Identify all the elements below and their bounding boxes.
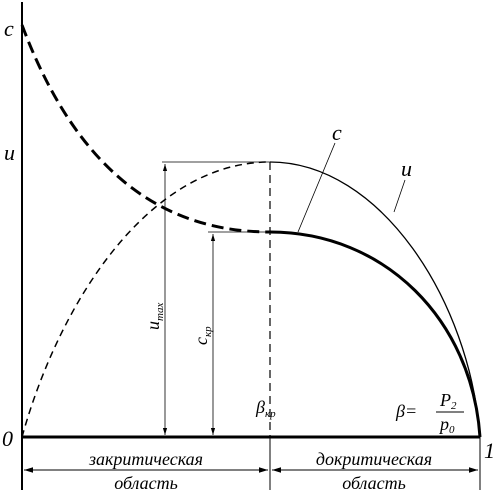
region-word: область — [342, 473, 406, 493]
beta-numerator: P2 — [439, 390, 457, 412]
u-max-label: umax — [143, 303, 166, 330]
axis-label: 1 — [484, 438, 495, 463]
curve-label: c — [332, 120, 342, 145]
region-name: докритическая — [316, 449, 432, 469]
region-word: область — [114, 473, 178, 493]
axis-label: c — [4, 16, 14, 41]
beta-critical: βкр — [255, 397, 276, 420]
beta-denominator: p0 — [438, 414, 455, 436]
axis-label: u — [4, 140, 15, 165]
u-curve — [269, 161, 481, 438]
region-name: закритическая — [88, 449, 203, 469]
u-dashed-curve — [21, 161, 271, 438]
c-dashed-curve — [20, 24, 271, 234]
c-critical-label: cкр — [191, 326, 214, 345]
leader-line — [393, 179, 406, 213]
curve-label: u — [401, 156, 412, 181]
origin-label: 0 — [2, 426, 13, 451]
beta-formula-lhs: β= — [395, 401, 417, 421]
c-curve — [269, 230, 482, 438]
leader-line — [297, 142, 336, 233]
